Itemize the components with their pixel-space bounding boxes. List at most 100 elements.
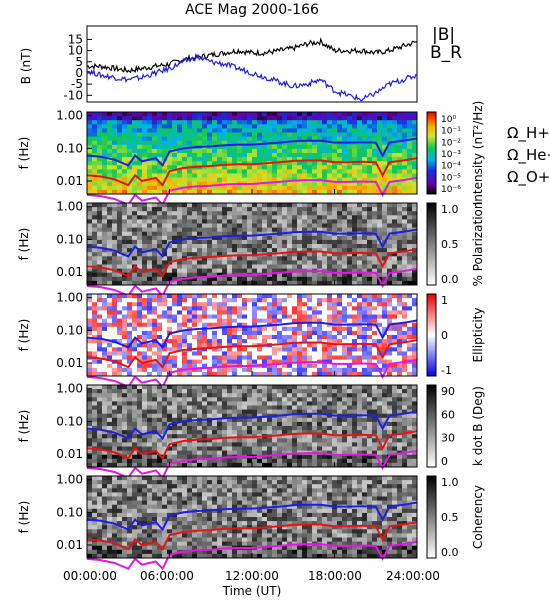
heatmap-cell [282,356,287,361]
heatmap-cell [272,347,277,352]
heatmap-cell [182,351,187,356]
heatmap-cell [382,161,387,166]
heatmap-cell [287,422,292,427]
heatmap-cell [222,203,227,208]
heatmap-cell [352,265,357,270]
heatmap-cell [207,422,212,427]
heatmap-cell [177,174,182,179]
heatmap-cell [127,203,132,208]
heatmap-cell [222,422,227,427]
heatmap-cell [302,256,307,261]
heatmap-cell [127,447,132,452]
heatmap-cell [157,315,162,320]
heatmap-cell [337,260,342,265]
heatmap-cell [112,455,117,460]
heatmap-cell [307,393,312,398]
heatmap-cell [197,343,202,348]
heatmap-cell [92,294,97,299]
heatmap-cell [257,211,262,216]
heatmap-cell [167,215,172,220]
heatmap-cell [132,438,137,443]
heatmap-cell [312,203,317,208]
heatmap-cell [182,331,187,336]
heatmap-cell [122,294,127,299]
heatmap-cell [217,128,222,133]
heatmap-cell [277,385,282,390]
heatmap-cell [322,112,327,117]
heatmap-cell [172,252,177,257]
heatmap-cell [132,182,137,187]
heatmap-cell [247,447,252,452]
heatmap-cell [132,203,137,208]
heatmap-cell [182,410,187,415]
heatmap-cell [197,157,202,162]
heatmap-cell [142,294,147,299]
heatmap-cell [147,145,152,150]
heatmap-cell [322,302,327,307]
heatmap-cell [92,315,97,320]
heatmap-cell [312,252,317,257]
heatmap-cell [392,368,397,373]
heatmap-cell [327,277,332,282]
heatmap-cell [207,397,212,402]
heatmap-cell [282,442,287,447]
heatmap-cell [197,351,202,356]
heatmap-cell [277,298,282,303]
heatmap-cell [112,397,117,402]
heatmap-cell [227,149,232,154]
heatmap-cell [122,128,127,133]
heatmap-cell [132,351,137,356]
heatmap-cell [312,224,317,229]
heatmap-cell [112,207,117,212]
heatmap-cell [237,335,242,340]
heatmap-cell [232,447,237,452]
heatmap-cell [342,265,347,270]
heatmap-cell [157,228,162,233]
heatmap-cell [297,426,302,431]
heatmap-cell [267,430,272,435]
heatmap-cell [187,397,192,402]
heatmap-cell [257,112,262,117]
heatmap-cell [207,385,212,390]
heatmap-cell [307,112,312,117]
heatmap-cell [397,327,402,332]
heatmap-cell [157,410,162,415]
heatmap-cell [127,327,132,332]
heatmap-cell [267,236,272,241]
heatmap-cell [342,120,347,125]
heatmap-cell [347,207,352,212]
heatmap-cell [262,335,267,340]
heatmap-cell [297,298,302,303]
heatmap-cell [292,240,297,245]
heatmap-cell [222,248,227,253]
heatmap-cell [292,174,297,179]
heatmap-cell [362,256,367,261]
heatmap-cell [337,174,342,179]
heatmap-cell [132,315,137,320]
heatmap-cell [107,323,112,328]
heatmap-cell [237,128,242,133]
heatmap-cell [107,120,112,125]
heatmap-cell [312,128,317,133]
heatmap-cell [392,112,397,117]
heatmap-cell [342,219,347,224]
heatmap-cell [287,145,292,150]
heatmap-cell [287,240,292,245]
heatmap-cell [152,389,157,394]
heatmap-cell [392,302,397,307]
heatmap-cell [332,203,337,208]
heatmap-cell [92,165,97,170]
heatmap-cell [372,137,377,142]
heatmap-cell [337,211,342,216]
heatmap-cell [227,169,232,174]
heatmap-cell [247,356,252,361]
heatmap-cell [212,153,217,158]
heatmap-cell [177,211,182,216]
heatmap-cell [117,302,122,307]
heatmap-cell [367,137,372,142]
heatmap-cell [322,356,327,361]
heatmap-cell [107,343,112,348]
heatmap-cell [107,228,112,233]
heatmap-cell [147,128,152,133]
heatmap-cell [137,186,142,191]
